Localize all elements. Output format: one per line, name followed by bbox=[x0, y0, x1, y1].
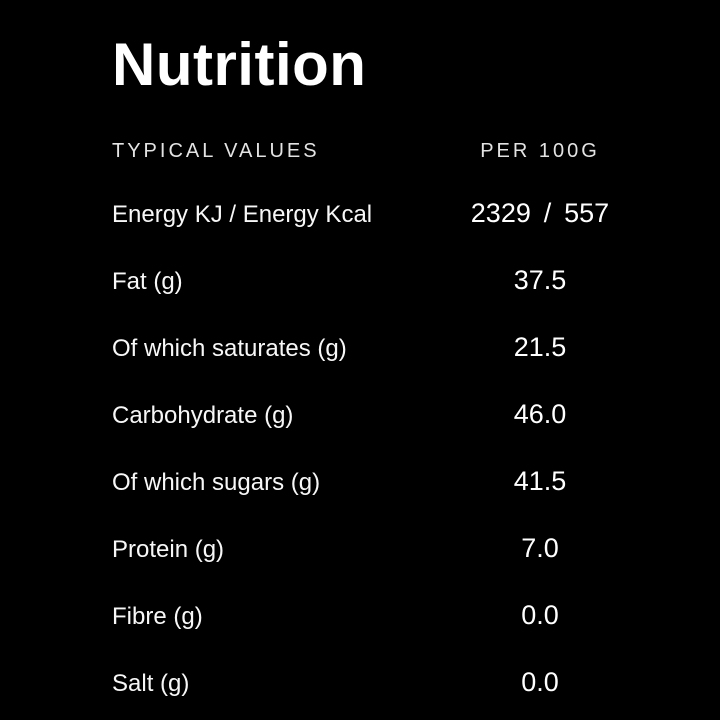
nutrient-label: Of which saturates (g) bbox=[112, 335, 347, 362]
page-title: Nutrition bbox=[112, 31, 367, 98]
nutrient-label: Of which sugars (g) bbox=[112, 469, 321, 496]
nutrient-row-fat: Fat (g) 37.5 bbox=[112, 264, 640, 298]
nutrient-value: 41.5 bbox=[513, 466, 567, 496]
nutrient-row-carbohydrate: Carbohydrate (g) 46.0 bbox=[112, 398, 640, 432]
nutrient-label: Protein (g) bbox=[112, 536, 225, 563]
nutrient-value: 37.5 bbox=[513, 265, 567, 295]
nutrient-label: Fat (g) bbox=[112, 268, 183, 295]
table-header-per-100g: PER 100G bbox=[480, 140, 600, 162]
nutrient-label: Energy KJ / Energy Kcal bbox=[112, 201, 373, 228]
nutrient-value: 0.0 bbox=[521, 600, 559, 630]
nutrient-label: Salt (g) bbox=[112, 670, 190, 697]
nutrient-value: 21.5 bbox=[513, 332, 567, 362]
nutrient-row-fibre: Fibre (g) 0.0 bbox=[112, 599, 640, 633]
nutrient-value: 46.0 bbox=[513, 399, 567, 429]
nutrient-row-energy: Energy KJ / Energy Kcal 2329 / 557 bbox=[112, 197, 640, 231]
nutrient-row-saturates: Of which saturates (g) 21.5 bbox=[112, 331, 640, 365]
nutrient-row-sugars: Of which sugars (g) 41.5 bbox=[112, 465, 640, 499]
nutrient-row-salt: Salt (g) 0.0 bbox=[112, 666, 640, 700]
nutrient-value: 0.0 bbox=[521, 667, 559, 697]
nutrient-label: Carbohydrate (g) bbox=[112, 402, 294, 429]
table-header-typical-values: TYPICAL VALUES bbox=[112, 140, 320, 162]
table-header-row: TYPICAL VALUES PER 100G bbox=[112, 138, 640, 164]
nutrient-label: Fibre (g) bbox=[112, 603, 203, 630]
nutrient-value: 7.0 bbox=[521, 533, 559, 563]
nutrient-value: 2329 / 557 bbox=[470, 198, 610, 228]
nutrient-row-protein: Protein (g) 7.0 bbox=[112, 532, 640, 566]
